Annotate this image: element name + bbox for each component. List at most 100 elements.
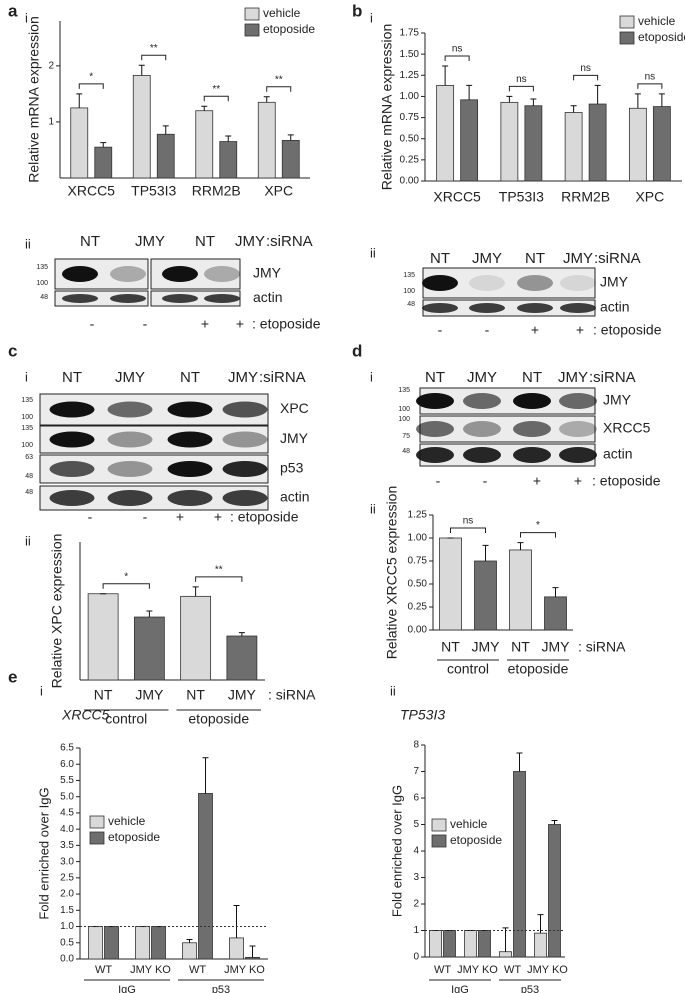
mw-marker: 75 bbox=[402, 433, 410, 440]
error-bar bbox=[551, 820, 558, 825]
bar bbox=[524, 105, 543, 182]
protein-label: actin bbox=[600, 299, 630, 315]
error-bar bbox=[442, 65, 449, 86]
legend-swatch bbox=[244, 7, 260, 21]
error-bar bbox=[634, 93, 641, 109]
blot-band bbox=[513, 393, 551, 409]
mw-marker: 100 bbox=[403, 288, 415, 295]
x-tick-label: JMY bbox=[472, 639, 501, 655]
x-tick-label: WT bbox=[95, 964, 112, 976]
x-tick-label: XPC bbox=[264, 183, 293, 199]
bar bbox=[534, 932, 547, 958]
blot-band bbox=[469, 303, 505, 313]
x-tick-label: RRM2B bbox=[561, 189, 610, 205]
significance-bracket bbox=[637, 83, 663, 89]
y-axis-label: Fold enriched over IgG bbox=[36, 787, 51, 919]
blot-band bbox=[517, 275, 553, 291]
blot-band bbox=[517, 303, 553, 313]
lane-suffix: :siRNA bbox=[589, 369, 636, 386]
bar bbox=[513, 771, 526, 958]
panel-label: i bbox=[370, 369, 373, 384]
significance-bracket bbox=[78, 83, 104, 89]
error-bar bbox=[225, 135, 232, 142]
y-tick-label: 1 bbox=[413, 925, 419, 936]
bar bbox=[429, 930, 442, 958]
lane-label: NT bbox=[430, 250, 450, 267]
panel-label: i bbox=[25, 10, 28, 25]
bar bbox=[87, 593, 119, 681]
panel-label: ii bbox=[390, 683, 396, 698]
y-tick-label: 1.25 bbox=[408, 510, 428, 521]
treatment-sign: + bbox=[576, 322, 584, 338]
treatment-label: : etoposide bbox=[592, 473, 661, 489]
panel-label: d bbox=[352, 341, 362, 360]
treatment-sign: - bbox=[436, 473, 441, 489]
bar bbox=[133, 616, 165, 681]
blot-band bbox=[559, 393, 597, 409]
mw-marker: 135 bbox=[403, 272, 415, 279]
bar bbox=[257, 101, 276, 179]
bar bbox=[151, 926, 166, 960]
significance-label: * bbox=[89, 72, 93, 83]
blot-band bbox=[560, 275, 596, 291]
error-bar bbox=[658, 93, 665, 107]
significance-bracket bbox=[141, 54, 167, 61]
protein-label: actin bbox=[253, 289, 283, 305]
blot-band bbox=[110, 266, 146, 282]
bar bbox=[156, 133, 175, 179]
blot-band bbox=[422, 303, 458, 313]
significance-label: ns bbox=[452, 44, 463, 55]
treatment-sign: + bbox=[531, 322, 539, 338]
bar bbox=[564, 112, 583, 182]
treatment-sign: - bbox=[88, 509, 93, 525]
legend-label: etoposide bbox=[263, 22, 315, 36]
blot-band bbox=[416, 421, 454, 437]
legend-label: vehicle bbox=[638, 14, 676, 28]
panel-label: b bbox=[352, 1, 362, 20]
blot-band bbox=[49, 401, 95, 418]
group-label: control bbox=[105, 711, 147, 727]
x-tick-label: XRCC5 bbox=[68, 183, 116, 199]
mw-marker: 135 bbox=[36, 264, 48, 271]
blot-band bbox=[560, 303, 596, 313]
group-label: p53 bbox=[521, 984, 539, 993]
lane-label: JMY bbox=[472, 250, 502, 267]
bar bbox=[509, 549, 532, 631]
protein-label: JMY bbox=[280, 430, 309, 446]
treatment-sign: + bbox=[176, 509, 184, 525]
y-tick-label: 5.5 bbox=[60, 775, 74, 786]
y-tick-label: 1.0 bbox=[60, 921, 74, 932]
x-tick-label: NT bbox=[186, 687, 205, 703]
blot-band bbox=[49, 490, 95, 506]
significance-bracket bbox=[450, 527, 486, 533]
bar bbox=[474, 560, 497, 631]
lane-suffix: :siRNA bbox=[266, 233, 313, 250]
error-bar bbox=[263, 96, 270, 103]
bar bbox=[94, 146, 113, 179]
bar bbox=[436, 85, 455, 182]
error-bar bbox=[249, 945, 256, 958]
x-tick-label: JMY KO bbox=[457, 964, 498, 976]
blot-band bbox=[416, 393, 454, 409]
x-tick-label: TP53I3 bbox=[499, 189, 544, 205]
bar bbox=[460, 99, 479, 182]
lane-label: JMY bbox=[467, 369, 497, 386]
y-tick-label: 4.0 bbox=[60, 824, 74, 835]
protein-label: XPC bbox=[280, 400, 309, 416]
bar bbox=[198, 793, 213, 960]
mw-marker: 135 bbox=[21, 425, 33, 432]
blot-band bbox=[463, 421, 501, 437]
x-tick-label: JMY KO bbox=[527, 964, 568, 976]
significance-label: ** bbox=[212, 84, 220, 95]
significance-label: ns bbox=[645, 72, 656, 83]
blot-band bbox=[416, 447, 454, 463]
y-axis-label: Relative XPC expression bbox=[49, 534, 65, 689]
error-bar bbox=[537, 914, 544, 934]
protein-label: XRCC5 bbox=[603, 420, 651, 436]
y-tick-label: 0 bbox=[413, 952, 419, 963]
legend-swatch bbox=[619, 31, 635, 45]
mw-marker: 100 bbox=[36, 280, 48, 287]
blot-band bbox=[513, 447, 551, 463]
y-tick-label: 0.00 bbox=[408, 625, 428, 636]
